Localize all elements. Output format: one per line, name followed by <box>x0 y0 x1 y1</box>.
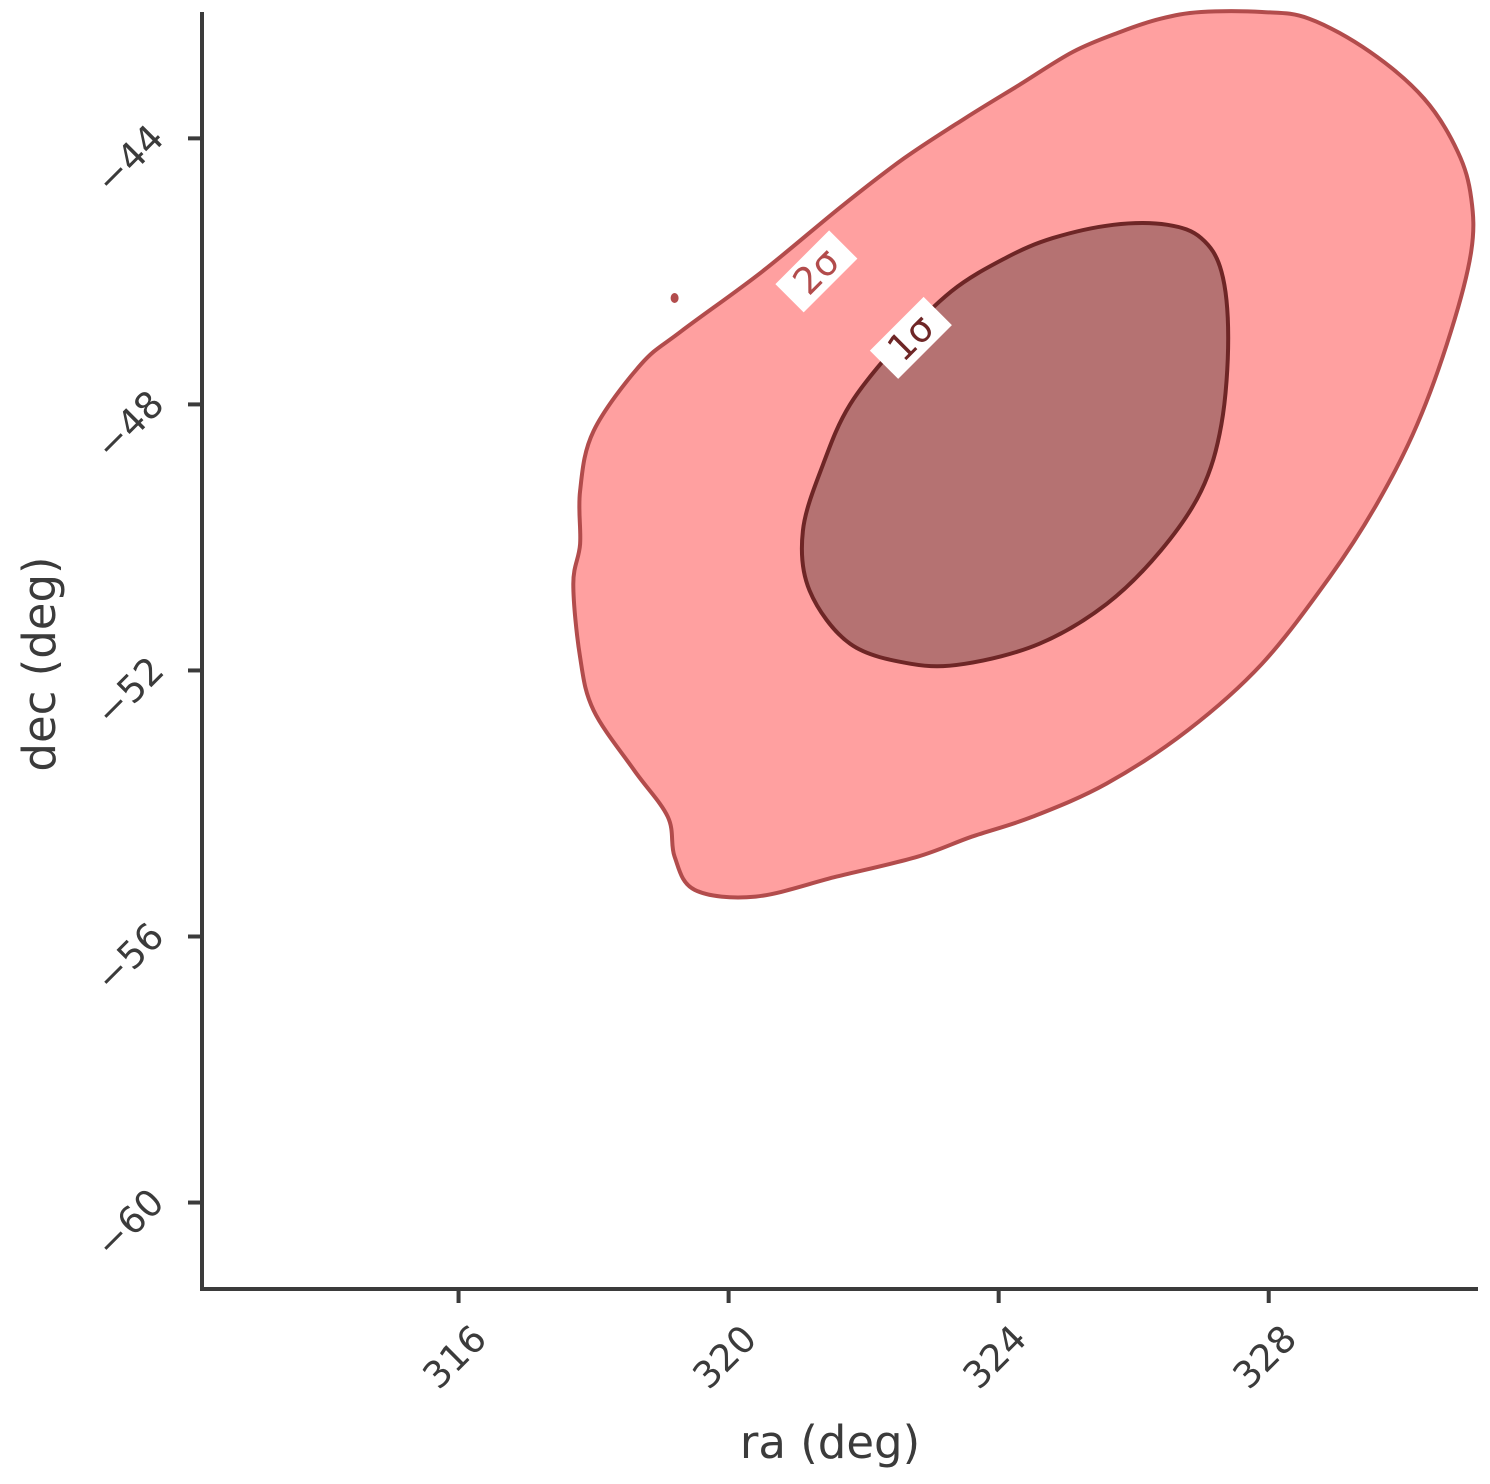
y-axis-label: dec (deg) <box>13 556 66 771</box>
x-axis-label: ra (deg) <box>740 1416 920 1469</box>
y-tick-label: −56 <box>87 914 173 1000</box>
y-tick-label: −44 <box>87 116 173 202</box>
contour-label-gap <box>775 230 858 313</box>
y-tick-label: −48 <box>87 382 173 468</box>
stray-contour-point <box>670 293 679 303</box>
x-tick-label: 320 <box>685 1317 765 1397</box>
y-tick-label: −52 <box>87 648 173 734</box>
x-tick-label: 328 <box>1225 1317 1305 1397</box>
y-tick-label: −60 <box>87 1180 173 1266</box>
x-tick-label: 324 <box>955 1317 1035 1397</box>
x-tick-label: 316 <box>415 1317 495 1397</box>
contour-label-gap <box>869 296 952 379</box>
axes-layer <box>200 12 1478 1291</box>
